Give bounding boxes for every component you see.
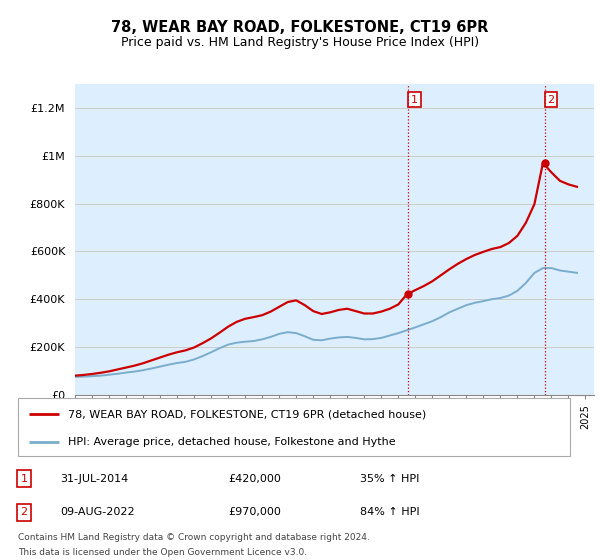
- Text: 1: 1: [20, 474, 28, 484]
- Text: £970,000: £970,000: [228, 507, 281, 517]
- Text: £420,000: £420,000: [228, 474, 281, 484]
- Text: 84% ↑ HPI: 84% ↑ HPI: [360, 507, 419, 517]
- Text: 78, WEAR BAY ROAD, FOLKESTONE, CT19 6PR: 78, WEAR BAY ROAD, FOLKESTONE, CT19 6PR: [112, 20, 488, 35]
- Text: 1: 1: [411, 95, 418, 105]
- FancyBboxPatch shape: [18, 398, 570, 456]
- Text: 35% ↑ HPI: 35% ↑ HPI: [360, 474, 419, 484]
- Text: 31-JUL-2014: 31-JUL-2014: [60, 474, 128, 484]
- Text: Price paid vs. HM Land Registry's House Price Index (HPI): Price paid vs. HM Land Registry's House …: [121, 36, 479, 49]
- Text: HPI: Average price, detached house, Folkestone and Hythe: HPI: Average price, detached house, Folk…: [68, 437, 395, 447]
- Text: This data is licensed under the Open Government Licence v3.0.: This data is licensed under the Open Gov…: [18, 548, 307, 557]
- Text: 09-AUG-2022: 09-AUG-2022: [60, 507, 134, 517]
- Text: 78, WEAR BAY ROAD, FOLKESTONE, CT19 6PR (detached house): 78, WEAR BAY ROAD, FOLKESTONE, CT19 6PR …: [68, 409, 426, 419]
- Text: 2: 2: [547, 95, 554, 105]
- Text: 2: 2: [20, 507, 28, 517]
- Text: Contains HM Land Registry data © Crown copyright and database right 2024.: Contains HM Land Registry data © Crown c…: [18, 533, 370, 542]
